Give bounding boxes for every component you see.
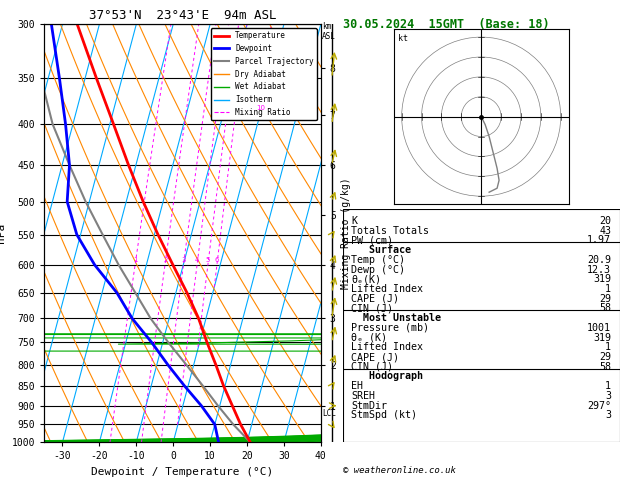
Text: 3: 3	[605, 391, 611, 401]
Text: 12.3: 12.3	[587, 264, 611, 275]
Text: K: K	[351, 216, 357, 226]
Text: 10: 10	[256, 105, 265, 111]
Text: 20: 20	[599, 216, 611, 226]
Y-axis label: Mixing Ratio (g/kg): Mixing Ratio (g/kg)	[342, 177, 351, 289]
Text: 30.05.2024  15GMT  (Base: 18): 30.05.2024 15GMT (Base: 18)	[343, 18, 549, 31]
Text: 3: 3	[181, 257, 186, 263]
Legend: Temperature, Dewpoint, Parcel Trajectory, Dry Adiabat, Wet Adiabat, Isotherm, Mi: Temperature, Dewpoint, Parcel Trajectory…	[211, 28, 317, 120]
Text: 1: 1	[605, 284, 611, 294]
Text: 1001: 1001	[587, 323, 611, 333]
Text: 5: 5	[206, 257, 210, 263]
Text: 43: 43	[599, 226, 611, 236]
Text: CIN (J): CIN (J)	[351, 362, 393, 372]
Text: 1: 1	[133, 257, 138, 263]
X-axis label: Dewpoint / Temperature (°C): Dewpoint / Temperature (°C)	[91, 467, 274, 477]
Text: 297°: 297°	[587, 400, 611, 411]
Text: StmSpd (kt): StmSpd (kt)	[351, 410, 417, 420]
Text: SREH: SREH	[351, 391, 375, 401]
Text: km
ASL: km ASL	[322, 22, 336, 41]
Text: 319: 319	[593, 332, 611, 343]
Text: 4: 4	[195, 257, 199, 263]
Text: 58: 58	[599, 362, 611, 372]
Text: Dewp (°C): Dewp (°C)	[351, 264, 405, 275]
Text: 6: 6	[215, 257, 220, 263]
Text: Hodograph: Hodograph	[351, 371, 423, 382]
Text: 20.9: 20.9	[587, 255, 611, 265]
Text: Totals Totals: Totals Totals	[351, 226, 429, 236]
Text: 319: 319	[593, 274, 611, 284]
Text: θₑ (K): θₑ (K)	[351, 332, 387, 343]
Text: 29: 29	[599, 352, 611, 362]
Text: 3: 3	[605, 410, 611, 420]
Text: CAPE (J): CAPE (J)	[351, 352, 399, 362]
Text: Most Unstable: Most Unstable	[351, 313, 441, 323]
Text: 1: 1	[605, 381, 611, 391]
Text: © weatheronline.co.uk: © weatheronline.co.uk	[343, 466, 455, 475]
Text: 29: 29	[599, 294, 611, 304]
Text: 1: 1	[605, 342, 611, 352]
Y-axis label: hPa: hPa	[0, 223, 6, 243]
Text: PW (cm): PW (cm)	[351, 235, 393, 245]
Text: Lifted Index: Lifted Index	[351, 284, 423, 294]
Text: EH: EH	[351, 381, 363, 391]
Text: 2: 2	[163, 257, 167, 263]
Text: LCL: LCL	[323, 409, 337, 418]
Text: CAPE (J): CAPE (J)	[351, 294, 399, 304]
Text: kt: kt	[398, 34, 408, 43]
Text: 58: 58	[599, 303, 611, 313]
Text: Surface: Surface	[351, 245, 411, 255]
Text: Temp (°C): Temp (°C)	[351, 255, 405, 265]
Text: Pressure (mb): Pressure (mb)	[351, 323, 429, 333]
Text: θₑ(K): θₑ(K)	[351, 274, 381, 284]
Text: Lifted Index: Lifted Index	[351, 342, 423, 352]
Text: CIN (J): CIN (J)	[351, 303, 393, 313]
Text: StmDir: StmDir	[351, 400, 387, 411]
Text: 1.97: 1.97	[587, 235, 611, 245]
Title: 37°53'N  23°43'E  94m ASL: 37°53'N 23°43'E 94m ASL	[89, 9, 276, 22]
